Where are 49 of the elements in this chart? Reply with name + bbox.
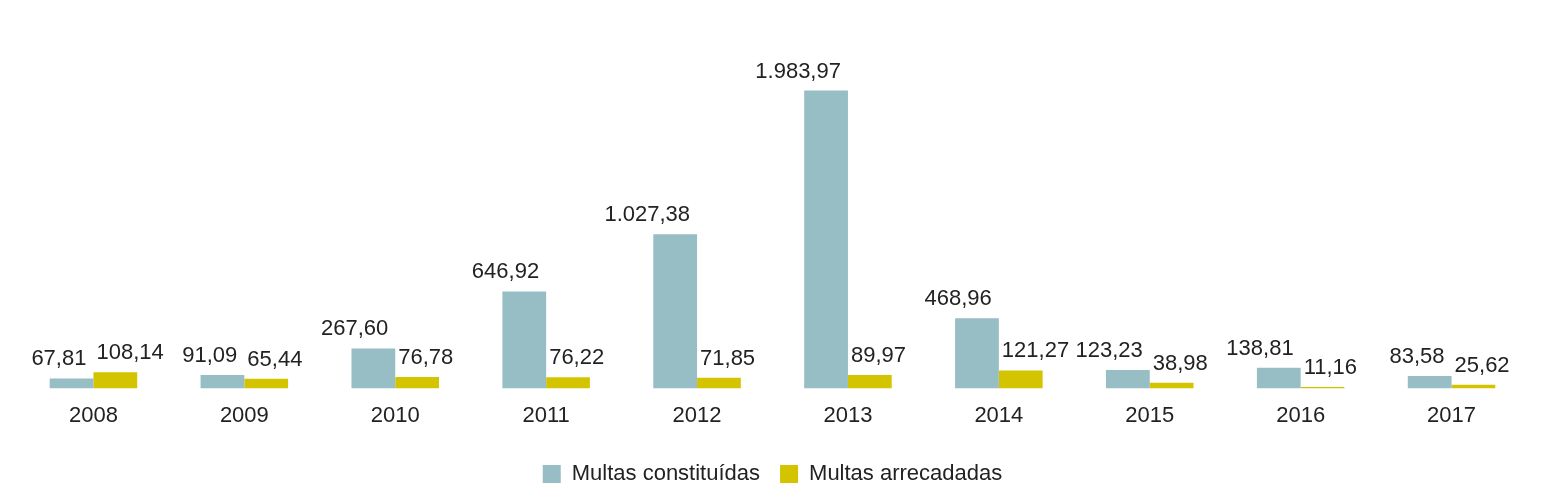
bar (653, 234, 698, 389)
data-label: 76,22 (549, 344, 605, 370)
data-label: 138,81 (1226, 334, 1294, 360)
data-label: 11,16 (1303, 353, 1358, 379)
data-label: 83,58 (1389, 343, 1445, 369)
data-label: 1.983,97 (755, 57, 841, 83)
bar (1407, 376, 1452, 389)
data-label: 25,62 (1454, 351, 1510, 377)
x-tick-label: 2012 (672, 401, 722, 427)
bar (546, 377, 590, 389)
data-label: 65,44 (247, 345, 303, 371)
x-tick-label: 2015 (1125, 401, 1175, 427)
bar (200, 374, 245, 389)
x-tick-label: 2017 (1427, 401, 1477, 427)
bar (93, 372, 138, 389)
data-label: 38,98 (1152, 349, 1208, 375)
data-label: 267,60 (320, 315, 389, 341)
bar (955, 318, 999, 389)
bar (804, 90, 848, 389)
bar (697, 377, 741, 389)
data-label: 89,97 (850, 342, 907, 368)
x-tick-label: 2011 (522, 401, 570, 427)
bar (1105, 370, 1150, 389)
x-tick-label: 2009 (219, 401, 269, 427)
data-label: 468,96 (924, 285, 992, 311)
bar (998, 370, 1043, 389)
data-label: 67,81 (31, 345, 87, 371)
x-tick-label: 2013 (823, 401, 873, 427)
bar (502, 291, 547, 389)
data-label: 121,27 (1001, 337, 1070, 363)
bar (1256, 367, 1301, 389)
data-label: 71,85 (700, 344, 756, 370)
x-tick-label: 2008 (68, 401, 118, 427)
data-label: 1.027,38 (604, 201, 691, 227)
data-label: 91,09 (182, 341, 238, 367)
x-tick-label: 2016 (1276, 401, 1326, 427)
bar (244, 378, 289, 389)
data-label: 76,78 (398, 344, 454, 370)
bar (395, 377, 440, 389)
data-label: 123,23 (1075, 337, 1143, 363)
x-tick-label: 2014 (974, 401, 1024, 427)
data-label: 108,14 (96, 339, 164, 365)
bar (847, 375, 892, 389)
bar (351, 348, 396, 389)
bar (49, 378, 94, 389)
data-label: 646,92 (471, 258, 540, 284)
x-tick-label: 2010 (370, 401, 420, 427)
legend-label: Multas constituídas (571, 460, 761, 486)
legend-label: Multas arrecadadas (809, 460, 1003, 486)
